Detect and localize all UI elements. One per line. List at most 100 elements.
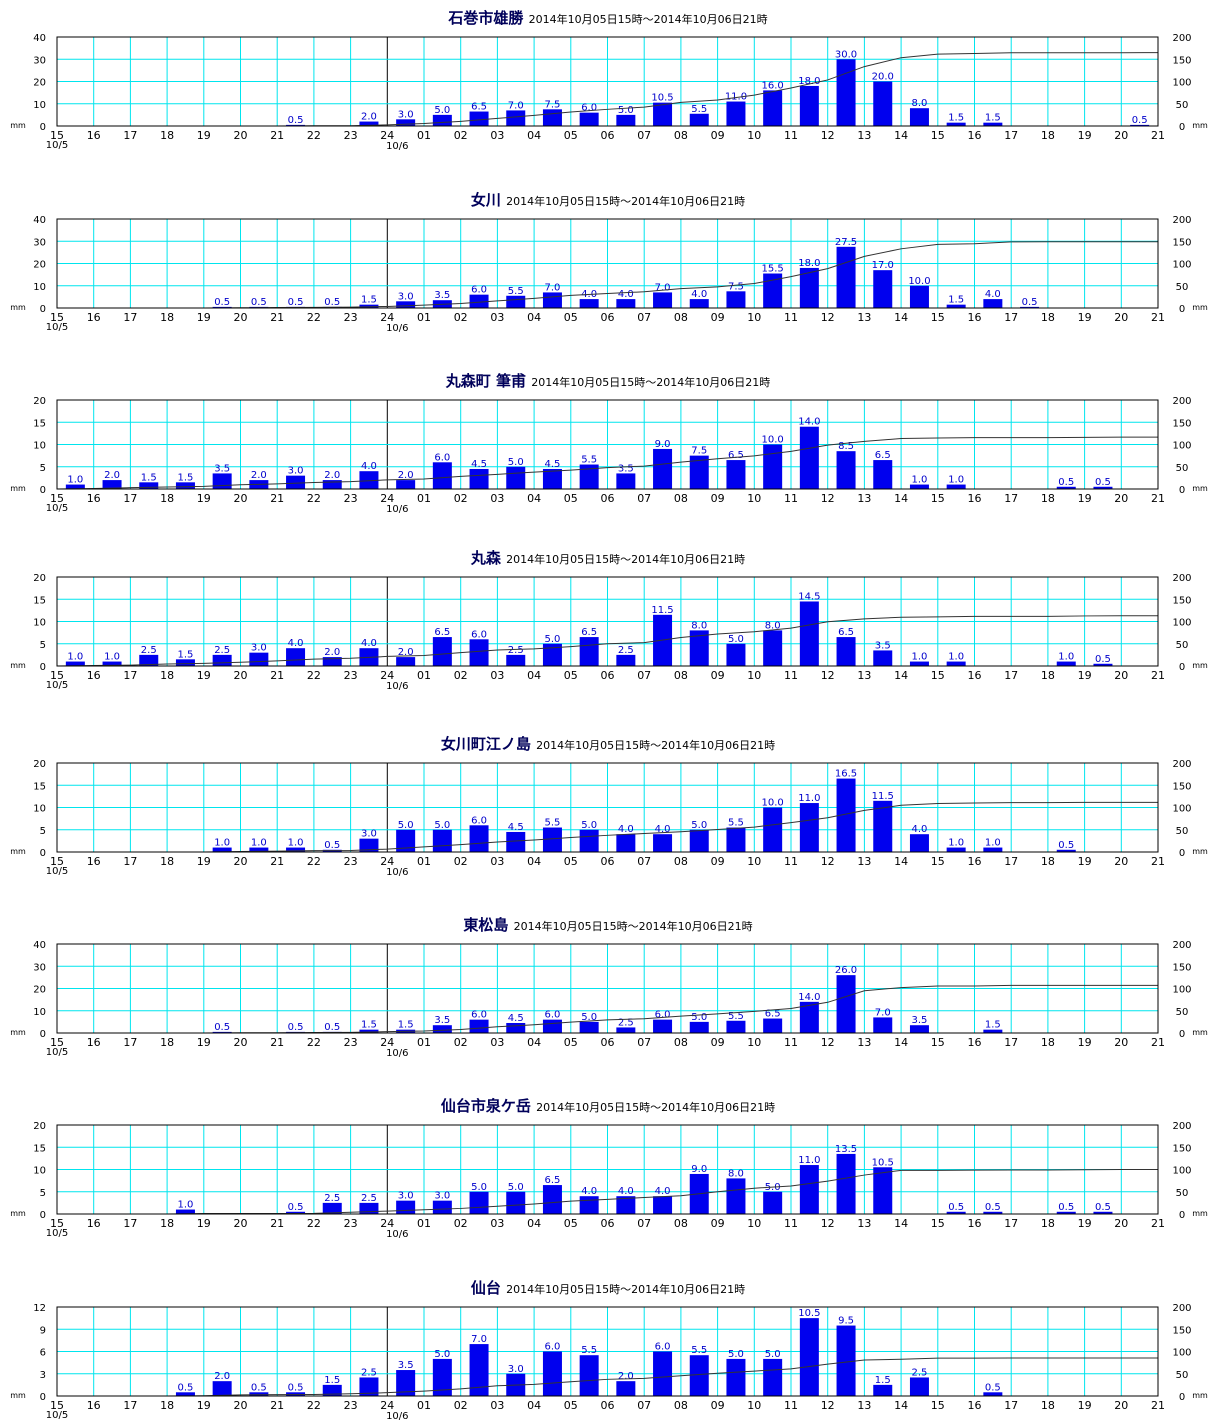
bar-value-label: 11.5	[651, 605, 673, 616]
hour-label: 19	[197, 311, 211, 324]
hour-label: 23	[344, 1399, 358, 1412]
bar	[616, 1196, 636, 1214]
hour-label: 05	[564, 855, 578, 868]
left-tick-label: 10	[33, 1166, 46, 1177]
bar	[616, 1027, 636, 1033]
hour-label: 07	[637, 311, 651, 324]
hour-label: 09	[711, 669, 725, 682]
right-unit-label: mm	[1192, 1028, 1208, 1037]
hour-label: 15	[50, 1036, 64, 1049]
hour-label: 11	[784, 1399, 798, 1412]
left-unit-label: mm	[10, 1209, 26, 1218]
date-label: 10/6	[386, 504, 408, 515]
hour-label: 23	[344, 129, 358, 142]
hour-label: 11	[784, 129, 798, 142]
left-tick-label: 0	[40, 1392, 46, 1403]
hour-label: 20	[234, 492, 248, 505]
bar	[836, 451, 856, 489]
hour-label: 13	[857, 311, 871, 324]
bar-value-label: 2.0	[398, 470, 414, 481]
bar-value-label: 4.0	[985, 289, 1001, 300]
bar-value-label: 6.5	[875, 450, 891, 461]
date-label: 10/6	[386, 1048, 408, 1059]
station-name: 丸森町 筆甫	[445, 372, 531, 390]
hour-label: 09	[711, 129, 725, 142]
hour-label: 14	[894, 855, 908, 868]
bar-value-label: 0.5	[985, 1382, 1001, 1393]
bar-value-label: 2.5	[618, 645, 634, 656]
hour-label: 06	[601, 129, 615, 142]
hour-label: 20	[234, 855, 248, 868]
chart-title: 石巻市雄勝 2014年10月05日15時～2014年10月06日21時	[447, 9, 767, 27]
bar-value-label: 0.5	[1132, 115, 1148, 126]
bar-value-label: 6.0	[655, 1342, 671, 1353]
bar	[396, 1370, 416, 1396]
bar	[836, 637, 856, 666]
bar	[212, 1381, 232, 1396]
hour-label: 08	[674, 1399, 688, 1412]
hour-label: 03	[490, 1399, 504, 1412]
bar-value-label: 5.0	[691, 820, 707, 831]
hour-label: 16	[968, 669, 982, 682]
hour-label: 20	[234, 1036, 248, 1049]
bar-value-label: 1.5	[177, 472, 193, 483]
bar-value-label: 0.5	[288, 1382, 304, 1393]
bar	[653, 1019, 673, 1033]
left-tick-label: 12	[33, 1303, 46, 1314]
bar-value-label: 0.5	[948, 1202, 964, 1213]
bar-value-label: 1.5	[985, 1020, 1001, 1031]
hour-label: 17	[123, 129, 137, 142]
right-unit-label: mm	[1192, 1391, 1208, 1400]
bar-value-label: 6.0	[655, 1010, 671, 1021]
bar-value-label: 0.5	[177, 1382, 193, 1393]
bar-value-label: 5.5	[728, 818, 744, 829]
bar	[396, 657, 416, 666]
bar-value-label: 5.5	[691, 1345, 707, 1356]
bar	[689, 829, 709, 852]
bar	[983, 1029, 1003, 1033]
hour-label: 22	[307, 1217, 321, 1230]
hour-label: 11	[784, 311, 798, 324]
bar-value-label: 3.0	[434, 1191, 450, 1202]
left-tick-label: 20	[33, 985, 46, 996]
hour-label: 16	[87, 129, 101, 142]
hour-label: 05	[564, 492, 578, 505]
bar-value-label: 3.0	[398, 109, 414, 120]
hour-label: 06	[601, 311, 615, 324]
hour-label: 15	[50, 492, 64, 505]
bar-value-label: 1.5	[985, 113, 1001, 124]
bar-value-label: 1.5	[177, 649, 193, 660]
hour-label: 05	[564, 1399, 578, 1412]
period-label: 2014年10月05日15時～2014年10月06日21時	[506, 552, 745, 566]
left-unit-label: mm	[10, 484, 26, 493]
hour-label: 04	[527, 1399, 541, 1412]
bar-value-label: 0.5	[1022, 297, 1038, 308]
hour-label: 08	[674, 1036, 688, 1049]
hour-label: 16	[87, 492, 101, 505]
bar	[873, 1167, 893, 1214]
bar	[432, 637, 452, 666]
chart-3: 丸森町 筆甫 2014年10月05日15時～2014年10月06日21時 1.0 2…	[10, 372, 1208, 515]
hour-label: 19	[197, 129, 211, 142]
hour-label: 17	[1004, 492, 1018, 505]
hour-label: 02	[454, 311, 468, 324]
bar-value-label: 11.0	[798, 793, 820, 804]
bar	[653, 292, 673, 308]
bar	[799, 1001, 819, 1033]
date-label: 10/5	[46, 680, 68, 691]
bar	[542, 1019, 562, 1033]
hour-label: 15	[931, 129, 945, 142]
bar	[359, 838, 379, 852]
left-tick-label: 10	[33, 100, 46, 111]
bar	[763, 1018, 783, 1033]
hour-label: 16	[968, 1399, 982, 1412]
bar	[396, 1200, 416, 1214]
bar-value-label: 5.0	[398, 820, 414, 831]
bar-value-label: 0.5	[251, 1382, 267, 1393]
bar-value-label: 1.0	[251, 838, 267, 849]
hour-label: 15	[931, 1399, 945, 1412]
hour-label: 01	[417, 1036, 431, 1049]
hour-label: 16	[87, 669, 101, 682]
hour-label: 24	[380, 1036, 394, 1049]
hour-label: 24	[380, 492, 394, 505]
